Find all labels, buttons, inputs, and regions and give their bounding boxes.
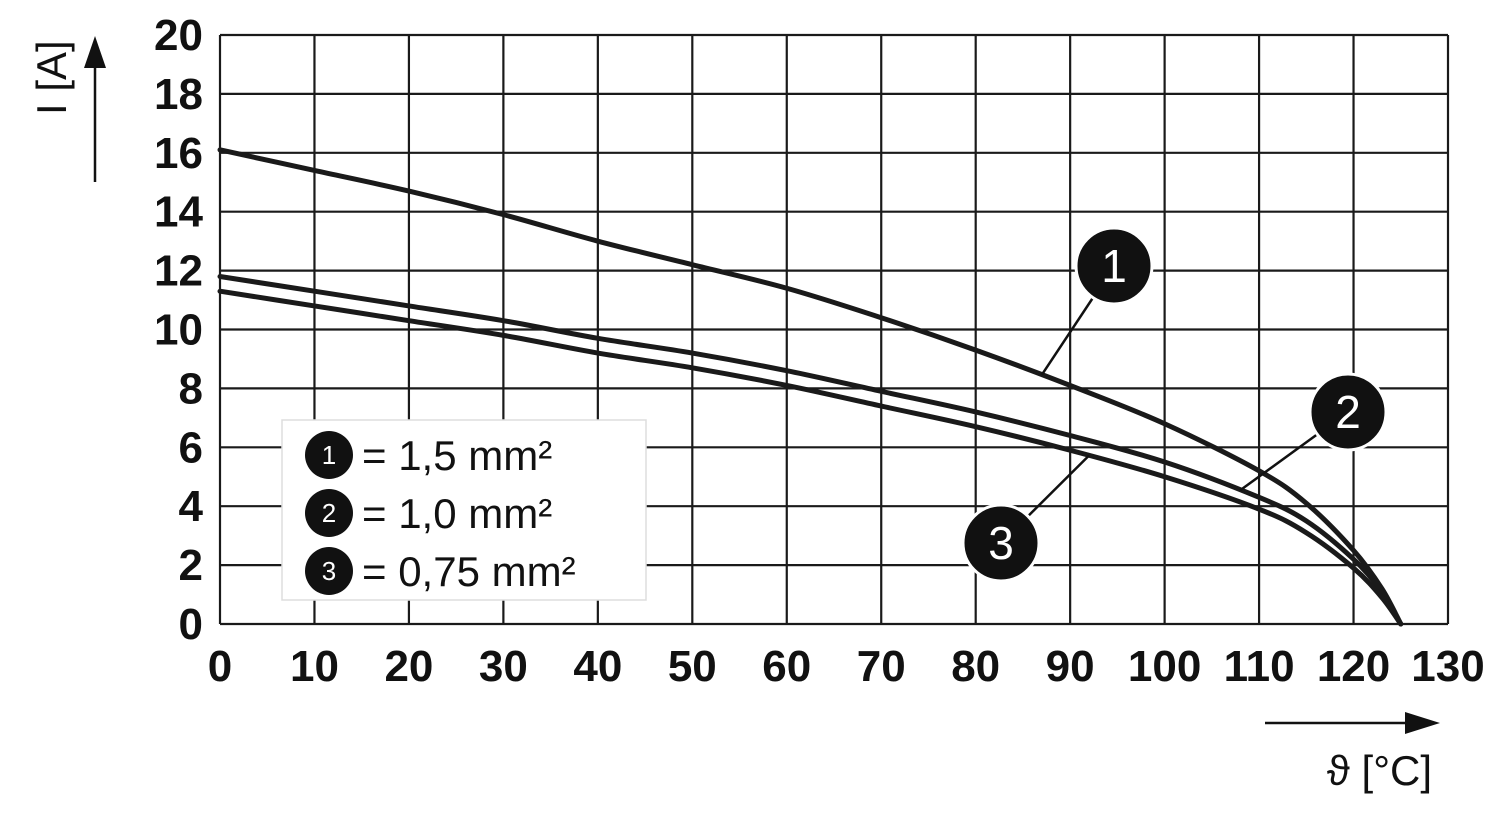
x-tick-label: 60 [762, 642, 811, 691]
legend-entry-label: = 0,75 mm² [362, 548, 576, 595]
series-line-3 [217, 288, 1404, 627]
x-tick-label: 110 [1224, 642, 1295, 691]
x-tick-label: 100 [1128, 642, 1201, 691]
tick-labels: 0 10 20 30 40 50 60 70 80 90 100 110 120 130024681012… [154, 11, 1485, 691]
y-tick-label: 16 [154, 129, 203, 178]
callout-badge-label: 2 [1335, 386, 1361, 438]
x-tick-label: 30 [479, 642, 528, 691]
legend-badge-label: 3 [322, 556, 336, 586]
y-axis-arrowhead [84, 36, 106, 68]
callout-badge-label: 1 [1101, 240, 1127, 292]
legend-entry-label: = 1,5 mm² [362, 432, 552, 479]
y-tick-label: 0 [179, 600, 203, 649]
axis-labels: I [A] ϑ [°C] [28, 36, 1440, 794]
legend-badge-label: 2 [322, 498, 336, 528]
y-axis-label: I [A] [28, 40, 75, 115]
y-tick-label: 8 [179, 364, 203, 413]
x-tick-label: 90 [1046, 642, 1095, 691]
x-tick-label: 20 [384, 642, 433, 691]
x-tick-label: 0 [208, 642, 232, 691]
callout-badge-1 [1074, 226, 1154, 306]
y-tick-label: 20 [154, 11, 203, 60]
series-line-2 [217, 273, 1404, 627]
y-tick-label: 10 [154, 306, 203, 355]
y-tick-label: 6 [179, 423, 203, 472]
legend-badge-1 [305, 431, 353, 479]
x-tick-label: 40 [573, 642, 622, 691]
y-tick-label: 4 [179, 482, 204, 531]
series-lines [217, 147, 1404, 627]
legend-entry-label: = 1,0 mm² [362, 490, 552, 537]
callout-badge-3 [961, 503, 1041, 583]
x-tick-label: 10 [290, 642, 339, 691]
x-tick-label: 50 [668, 642, 717, 691]
legend-badge-label: 1 [322, 440, 336, 470]
legend-badge-2 [305, 489, 353, 537]
y-tick-label: 2 [179, 541, 203, 590]
y-tick-label: 18 [154, 70, 203, 119]
y-tick-label: 12 [154, 247, 203, 296]
callout-badge-2 [1308, 372, 1388, 452]
grid [218, 33, 1450, 626]
y-tick-label: 14 [154, 188, 203, 237]
x-tick-label: 80 [951, 642, 1000, 691]
callout-badge-label: 3 [988, 517, 1014, 569]
x-axis-arrowhead [1405, 712, 1440, 734]
legend: 1 = 1,5 mm² 2 = 1,0 mm² 3 = 0,75 mm² [281, 419, 647, 601]
x-tick-label: 120 [1317, 642, 1390, 691]
x-axis-label: ϑ [°C] [1327, 747, 1432, 794]
series-line-1 [217, 147, 1404, 627]
x-tick-label: 130 [1411, 642, 1484, 691]
legend-badge-3 [305, 547, 353, 595]
x-tick-label: 70 [857, 642, 906, 691]
series-callouts: 1 2 3 [961, 226, 1388, 583]
